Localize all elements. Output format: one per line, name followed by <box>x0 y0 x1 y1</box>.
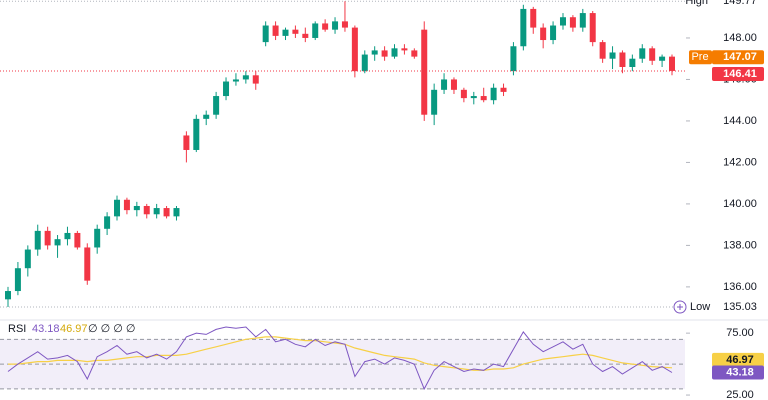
candle-body <box>232 79 239 82</box>
candle-body <box>639 48 646 59</box>
candle-body <box>312 23 319 38</box>
candle-body <box>351 27 358 72</box>
candle-body <box>173 208 180 217</box>
rsi-legend: RSI 43.18 46.97 ∅ ∅ ∅ ∅ <box>8 323 136 335</box>
candle-body <box>510 46 517 72</box>
candle-body <box>44 230 51 246</box>
candle-body <box>431 89 438 115</box>
candle-body <box>322 23 329 30</box>
candle-body <box>490 87 497 101</box>
candle-body <box>114 199 121 217</box>
candle-body <box>143 205 150 215</box>
high-label: High <box>685 0 708 7</box>
candle-body <box>213 96 220 115</box>
candle-body <box>460 89 467 99</box>
candle-body <box>193 118 200 150</box>
candle-body <box>242 75 249 80</box>
candle-body <box>659 56 666 61</box>
rsi-value: 43.18 <box>32 323 60 335</box>
candle-body <box>520 8 527 47</box>
candle-body <box>371 50 378 55</box>
rsi-title: RSI <box>8 323 26 335</box>
candle-body <box>302 33 309 38</box>
y-tick-label: 136.00 <box>723 281 757 293</box>
candle-body <box>649 48 656 61</box>
candle-body <box>559 17 566 26</box>
candle-body <box>341 21 348 28</box>
rsi-badge-bg <box>712 365 764 380</box>
low-label: Low <box>690 301 710 313</box>
candle-body <box>530 8 537 28</box>
y-tick-label: 75.00 <box>726 327 754 339</box>
rsi-line <box>7 326 673 391</box>
pre-value: 147.07 <box>723 51 757 63</box>
candle-body <box>401 48 408 51</box>
candle-body <box>163 208 170 217</box>
high-value: 149.77 <box>723 0 757 7</box>
candle-body <box>203 114 210 119</box>
candle-body <box>64 232 71 240</box>
candle-body <box>391 48 398 57</box>
candle-body <box>262 25 269 43</box>
candle-body <box>252 75 259 84</box>
y-tick-label: 140.00 <box>723 198 757 210</box>
candle-body <box>272 25 279 36</box>
candle-body <box>74 232 81 248</box>
pre-value-bg <box>712 50 764 65</box>
y-tick-label: 144.00 <box>723 115 757 127</box>
ma-badge-bg <box>712 352 764 367</box>
candle-body <box>599 42 606 59</box>
candle-body <box>579 13 586 28</box>
candle-body <box>450 79 457 90</box>
candle-body <box>282 29 289 36</box>
candle-body <box>381 50 388 57</box>
candle-body <box>54 239 61 246</box>
rsi-extra: ∅ ∅ ∅ ∅ <box>88 323 136 335</box>
candle-body <box>421 29 428 115</box>
candle-body <box>94 228 101 248</box>
low-value: 135.03 <box>723 301 757 313</box>
candle-body <box>669 56 675 71</box>
candle-body <box>5 291 11 300</box>
candle-body <box>183 135 190 150</box>
candle-body <box>619 52 626 68</box>
ma-badge: 46.97 <box>726 354 754 366</box>
candle-body <box>24 249 31 269</box>
candle-body <box>550 25 557 41</box>
candle-body <box>123 199 130 211</box>
candle-body <box>104 216 111 229</box>
pre-tag-bg <box>689 50 712 65</box>
candle-body <box>470 96 477 99</box>
candle-body <box>361 54 368 72</box>
candle-body <box>332 21 339 30</box>
last-price: 146.41 <box>723 68 757 80</box>
y-tick-label: 25.00 <box>726 389 754 400</box>
last-price-bg <box>712 66 764 81</box>
candle-body <box>223 81 230 97</box>
candle-body <box>500 87 507 92</box>
candle-body <box>540 27 547 41</box>
y-tick-label: 148.00 <box>723 32 757 44</box>
candle-body <box>153 208 160 215</box>
candle-body <box>411 50 418 57</box>
candle-body <box>133 205 140 211</box>
candle-body <box>589 13 596 43</box>
pre-label: Pre <box>691 51 708 63</box>
candle-body <box>441 79 448 90</box>
rsi-ma-line <box>8 336 673 371</box>
candle-body <box>84 247 91 281</box>
y-tick-label: 138.00 <box>723 239 757 251</box>
candle-body <box>34 230 41 250</box>
candle-body <box>480 96 487 101</box>
low-icon-plus <box>677 304 683 311</box>
rsi-ma-value: 46.97 <box>60 323 88 335</box>
candle-body <box>292 29 299 34</box>
candle-body <box>609 52 616 59</box>
rsi-badge: 43.18 <box>726 366 754 378</box>
y-tick-label: 142.00 <box>723 156 757 168</box>
candle-body <box>569 17 576 28</box>
candle-body <box>14 268 21 292</box>
candle-body <box>629 58 636 68</box>
